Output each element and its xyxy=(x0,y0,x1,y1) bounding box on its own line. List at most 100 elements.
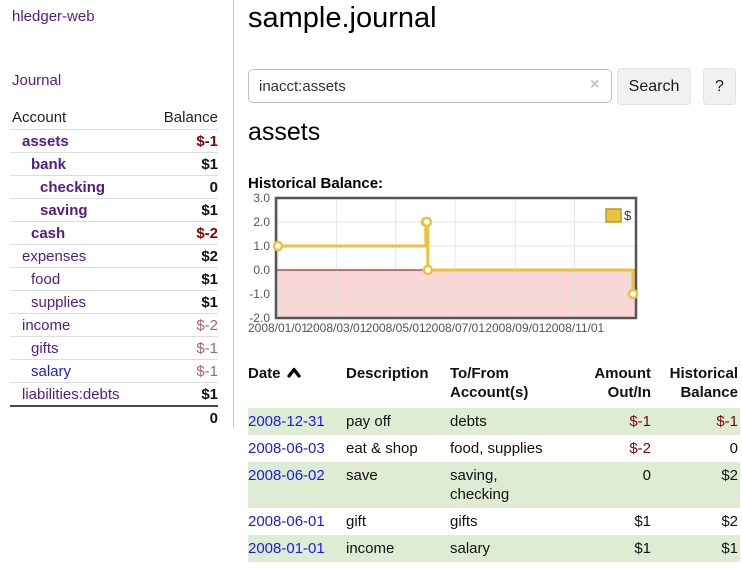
accounts-table: Account Balance assets $-1 bank $1 checking 0… xyxy=(10,106,218,429)
account-balance: $-1 xyxy=(196,339,218,357)
account-link-income[interactable]: income xyxy=(22,316,71,334)
transaction-accounts: food, supplies xyxy=(450,440,543,457)
account-link-liabilities-debts[interactable]: liabilities:debts xyxy=(22,385,120,403)
account-balance: $-2 xyxy=(196,316,218,334)
account-link-bank[interactable]: bank xyxy=(31,155,67,173)
account-row: cash $-2 xyxy=(10,221,218,245)
register-header-amount: Amount Out/In xyxy=(594,365,651,401)
transaction-row: 2008-06-03 eat & shop food, supplies $-2 0 xyxy=(248,435,740,462)
register-header-date[interactable]: Date xyxy=(248,360,346,408)
page-title: sample.journal xyxy=(248,2,437,34)
account-row: saving $1 xyxy=(10,198,218,222)
sidebar-item-journal[interactable]: Journal xyxy=(12,72,62,89)
account-row: income $-2 xyxy=(10,313,218,337)
register-header-accounts: To/From Account(s) xyxy=(450,365,529,401)
svg-text:2008/07/01: 2008/07/01 xyxy=(425,321,485,335)
account-row: salary $-1 xyxy=(10,359,218,383)
accounts-col-header: Account xyxy=(12,109,67,126)
svg-text:-1.0: -1.0 xyxy=(249,287,270,301)
svg-text:2.0: 2.0 xyxy=(253,215,270,229)
accounts-total-value: 0 xyxy=(149,405,218,429)
register-table-body: 2008-12-31 pay off debts $-1 $-1 2008-06-03 ea… xyxy=(248,408,740,562)
svg-text:-2.0: -2.0 xyxy=(249,311,270,325)
balance-col-header: Balance xyxy=(163,109,218,126)
svg-text:2008/05/01: 2008/05/01 xyxy=(366,321,426,335)
svg-text:2008/09/01: 2008/09/01 xyxy=(485,321,545,335)
transaction-date-link[interactable]: 2008-01-01 xyxy=(248,540,325,557)
transaction-description: eat & shop xyxy=(346,440,418,457)
transaction-description: save xyxy=(346,467,378,484)
account-balance: $2 xyxy=(201,247,218,265)
transaction-description: income xyxy=(346,540,395,557)
account-row: liabilities:debts $1 xyxy=(10,382,218,407)
svg-text:2008/01/01: 2008/01/01 xyxy=(248,321,308,335)
account-row: gifts $-1 xyxy=(10,336,218,360)
transaction-row: 2008-06-02 save saving, checking 0 $2 xyxy=(248,462,740,508)
search-button[interactable]: Search xyxy=(617,68,691,105)
account-row: food $1 xyxy=(10,267,218,291)
chart-title: Historical Balance: xyxy=(248,175,384,192)
transaction-balance: $-1 xyxy=(716,413,738,430)
svg-text:3.0: 3.0 xyxy=(253,191,270,205)
register-table: Date Description To/From Account(s) Amou… xyxy=(248,360,740,562)
transaction-balance: $2 xyxy=(721,467,738,484)
register-header-balance: Historical Balance xyxy=(669,365,738,401)
transaction-date-link[interactable]: 2008-12-31 xyxy=(248,413,325,430)
account-balance: $1 xyxy=(201,270,218,288)
account-row: bank $1 xyxy=(10,152,218,176)
account-link-assets[interactable]: assets xyxy=(22,132,69,150)
account-balance: $-1 xyxy=(196,362,218,380)
account-balance: $1 xyxy=(201,293,218,311)
transaction-row: 2008-06-01 gift gifts $1 $2 xyxy=(248,508,740,535)
transaction-amount: 0 xyxy=(642,467,651,484)
search-input[interactable] xyxy=(248,69,612,103)
help-button[interactable]: ? xyxy=(703,68,736,105)
account-heading: assets xyxy=(248,118,321,146)
account-link-supplies[interactable]: supplies xyxy=(31,293,87,311)
transaction-accounts: gifts xyxy=(450,513,478,530)
transaction-balance: $1 xyxy=(721,540,738,557)
accounts-total-row: 0 xyxy=(10,405,218,429)
svg-text:1.0: 1.0 xyxy=(253,239,270,253)
account-balance: $-1 xyxy=(196,132,218,150)
account-link-saving[interactable]: saving xyxy=(40,201,88,219)
transaction-row: 2008-01-01 income salary $1 $1 xyxy=(248,535,740,562)
account-link-checking[interactable]: checking xyxy=(40,178,106,196)
clear-search-icon[interactable]: × xyxy=(590,76,600,93)
search-form: × Search ? xyxy=(248,68,742,105)
accounts-table-body: assets $-1 bank $1 checking 0 saving $1 cash $-2 e… xyxy=(10,129,218,407)
transaction-balance: 0 xyxy=(729,440,738,457)
transaction-description: pay off xyxy=(346,413,391,430)
svg-text:2008/11/01: 2008/11/01 xyxy=(545,321,604,335)
sidebar: hledger-web Journal Account Balance asse… xyxy=(0,0,234,429)
transaction-description: gift xyxy=(346,513,367,530)
transaction-balance: $2 xyxy=(721,513,738,530)
transaction-amount: $1 xyxy=(634,540,651,557)
transaction-date-link[interactable]: 2008-06-01 xyxy=(248,513,325,530)
transaction-amount: $1 xyxy=(634,513,651,530)
account-balance: $1 xyxy=(201,155,218,173)
svg-text:2008/03/01: 2008/03/01 xyxy=(306,321,366,335)
account-link-salary[interactable]: salary xyxy=(31,362,72,380)
register-header-description: Description xyxy=(346,365,429,382)
account-row: assets $-1 xyxy=(10,129,218,153)
brand-link[interactable]: hledger-web xyxy=(12,8,95,25)
svg-text:0.0: 0.0 xyxy=(253,263,270,277)
account-link-cash[interactable]: cash xyxy=(31,224,66,242)
transaction-date-link[interactable]: 2008-06-03 xyxy=(248,440,325,457)
transaction-accounts: saving, checking xyxy=(450,467,510,503)
sort-ascending-icon xyxy=(286,367,301,378)
account-balance: 0 xyxy=(209,178,218,196)
account-row: supplies $1 xyxy=(10,290,218,314)
account-balance: $1 xyxy=(201,385,218,403)
account-balance: $-2 xyxy=(196,224,218,242)
account-link-food[interactable]: food xyxy=(31,270,61,288)
account-link-gifts[interactable]: gifts xyxy=(31,339,59,357)
account-link-expenses[interactable]: expenses xyxy=(22,247,87,265)
transaction-accounts: debts xyxy=(450,413,487,430)
transaction-amount: $-2 xyxy=(629,440,651,457)
account-row: checking 0 xyxy=(10,175,218,199)
transaction-date-link[interactable]: 2008-06-02 xyxy=(248,467,325,484)
account-balance: $1 xyxy=(201,201,218,219)
